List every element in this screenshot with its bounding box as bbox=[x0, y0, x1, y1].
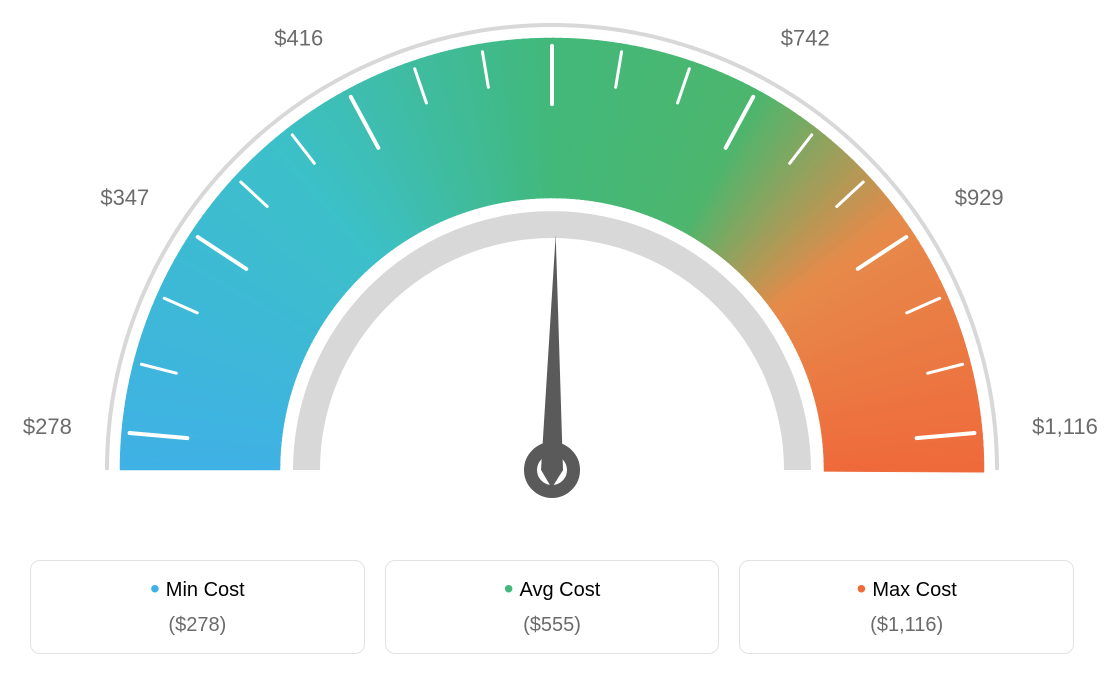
legend-label-avg: Avg Cost bbox=[520, 579, 601, 601]
legend-row: •Min Cost ($278) •Avg Cost ($555) •Max C… bbox=[0, 560, 1104, 684]
dot-icon: • bbox=[150, 573, 160, 604]
dot-icon: • bbox=[504, 573, 514, 604]
tick-label: $929 bbox=[955, 185, 1004, 210]
legend-value-avg: ($555) bbox=[386, 614, 719, 637]
tick-label: $278 bbox=[23, 414, 72, 439]
legend-card-max: •Max Cost ($1,116) bbox=[739, 560, 1074, 654]
tick-label: $742 bbox=[781, 26, 830, 51]
legend-title-avg: •Avg Cost bbox=[386, 579, 719, 602]
legend-card-avg: •Avg Cost ($555) bbox=[385, 560, 720, 654]
legend-title-min: •Min Cost bbox=[31, 579, 364, 602]
legend-title-max: •Max Cost bbox=[740, 579, 1073, 602]
legend-value-min: ($278) bbox=[31, 614, 364, 637]
cost-gauge: $278$347$416$555$742$929$1,116 bbox=[0, 0, 1104, 560]
dot-icon: • bbox=[857, 573, 867, 604]
legend-label-max: Max Cost bbox=[872, 579, 956, 601]
legend-value-max: ($1,116) bbox=[740, 614, 1073, 637]
gauge-svg: $278$347$416$555$742$929$1,116 bbox=[0, 0, 1104, 560]
tick-label: $347 bbox=[100, 185, 149, 210]
legend-label-min: Min Cost bbox=[166, 579, 245, 601]
legend-card-min: •Min Cost ($278) bbox=[30, 560, 365, 654]
tick-label: $1,116 bbox=[1032, 414, 1098, 439]
tick-label: $416 bbox=[274, 26, 323, 51]
